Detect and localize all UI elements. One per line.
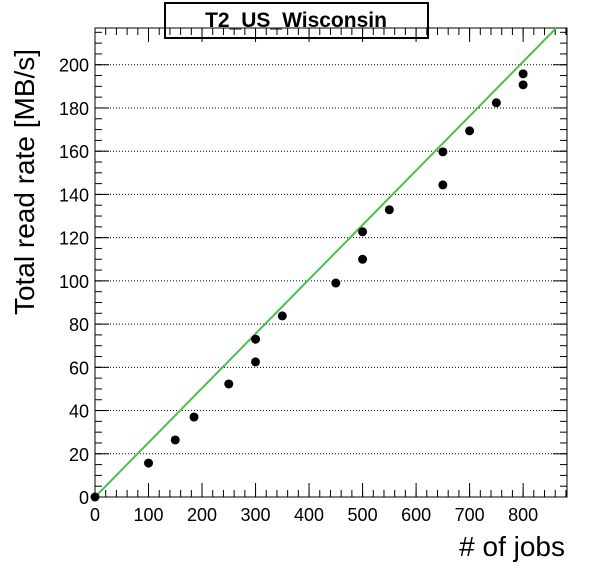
x-tick-label: 300 — [241, 505, 271, 525]
y-tick-label: 20 — [69, 445, 89, 465]
x-axis-label: # of jobs — [459, 531, 565, 562]
y-tick-label: 120 — [59, 229, 89, 249]
x-tick-label: 200 — [187, 505, 217, 525]
point — [277, 311, 287, 321]
x-tick-label: 400 — [294, 505, 324, 525]
point — [491, 98, 501, 108]
plot-frame — [94, 27, 568, 498]
y-tick-label: 160 — [59, 142, 89, 162]
x-tick-label: 500 — [348, 505, 378, 525]
y-tick-label: 180 — [59, 99, 89, 119]
point — [170, 435, 180, 445]
point — [438, 147, 448, 157]
y-tick-label: 100 — [59, 272, 89, 292]
title-box — [164, 2, 429, 39]
y-axis-label: Total read rate [MB/s] — [9, 49, 40, 315]
point — [518, 69, 528, 79]
point — [224, 379, 234, 389]
point — [144, 458, 154, 468]
y-tick-label: 140 — [59, 185, 89, 205]
chart-title: T2_US_Wisconsin — [205, 9, 387, 32]
y-tick-label: 40 — [69, 402, 89, 422]
point — [251, 357, 261, 367]
y-tick-label: 200 — [59, 56, 89, 76]
point — [358, 254, 368, 264]
point — [358, 227, 368, 237]
x-tick-label: 100 — [133, 505, 163, 525]
y-tick-label: 60 — [69, 358, 89, 378]
point — [518, 80, 528, 90]
x-tick-label: 600 — [401, 505, 431, 525]
x-tick-label: 0 — [90, 505, 100, 525]
point — [251, 334, 261, 344]
point — [90, 492, 100, 502]
point — [331, 278, 341, 288]
y-tick-label: 80 — [69, 315, 89, 335]
point — [189, 412, 199, 422]
fit-line — [94, 27, 558, 498]
point — [438, 180, 448, 190]
y-tick-label: 0 — [79, 488, 89, 508]
x-tick-label: 800 — [508, 505, 538, 525]
point — [465, 126, 475, 136]
x-tick-label: 700 — [455, 505, 485, 525]
point — [384, 205, 394, 215]
